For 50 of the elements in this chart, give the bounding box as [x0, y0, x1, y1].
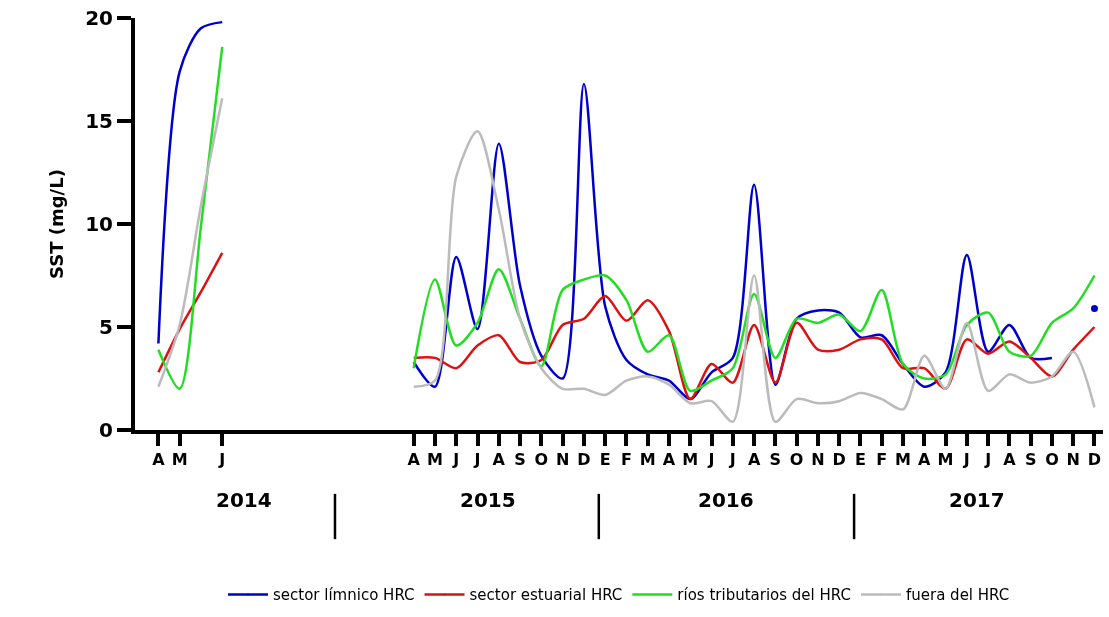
text: 2014 [216, 488, 272, 512]
y-tick-label: 5 [99, 315, 113, 339]
x-tick-label: M [427, 450, 443, 470]
x-tick-label: O [534, 450, 549, 470]
x-tick-label: J [707, 450, 715, 470]
x-tick-label: A [1003, 450, 1017, 470]
x-tick-label: A [152, 450, 166, 470]
x-tick-label: J [728, 450, 736, 470]
legend-label: sector estuarial HRC [469, 586, 623, 605]
y-tick-label: 0 [99, 418, 113, 442]
x-tick-label: S [1024, 450, 1037, 470]
x-tick-label: A [407, 450, 421, 470]
x-tick-label: N [1066, 450, 1080, 470]
y-tick-label: 20 [85, 6, 113, 30]
text: 2017 [949, 488, 1005, 512]
x-tick-label: E [599, 450, 611, 470]
x-tick-label: D [1087, 450, 1102, 470]
legend-label: ríos tributarios del HRC [677, 586, 851, 605]
legend-label: sector límnico HRC [273, 586, 415, 605]
x-tick-label: S [514, 450, 526, 470]
x-tick-label: O [1045, 450, 1059, 470]
x-tick-label: N [555, 450, 570, 470]
x-tick-label: S [769, 450, 782, 470]
x-tick-label: M [895, 450, 911, 470]
x-tick-label: A [662, 450, 676, 470]
y-tick-label: 10 [85, 212, 113, 236]
x-tick-label: J [962, 450, 970, 470]
x-tick-label: M [171, 450, 188, 470]
text: 2015 [460, 488, 516, 512]
x-tick-label: M [937, 450, 954, 470]
x-tick-label: F [620, 450, 632, 470]
x-tick-label: A [492, 450, 506, 470]
x-tick-label: E [855, 450, 866, 470]
legend-label: fuera del HRC [905, 586, 1010, 605]
x-tick-label: J [473, 450, 481, 470]
x-tick-label: M [682, 450, 699, 470]
x-tick-label: J [452, 450, 460, 470]
y-tick-label: 15 [85, 109, 113, 133]
y-axis-title: SST (mg/L) [45, 169, 67, 279]
x-tick-label: D [832, 450, 846, 470]
x-tick-label: M [639, 450, 656, 470]
x-tick-label: F [876, 450, 888, 470]
x-tick-label: N [811, 450, 825, 470]
x-tick-label: O [789, 450, 804, 470]
x-tick-label: J [984, 450, 992, 470]
x-tick-label: D [577, 450, 591, 470]
x-tick-label: A [918, 450, 932, 470]
x-tick-label: A [747, 450, 761, 470]
x-tick-label: J [218, 450, 226, 470]
text: 2016 [698, 488, 754, 512]
